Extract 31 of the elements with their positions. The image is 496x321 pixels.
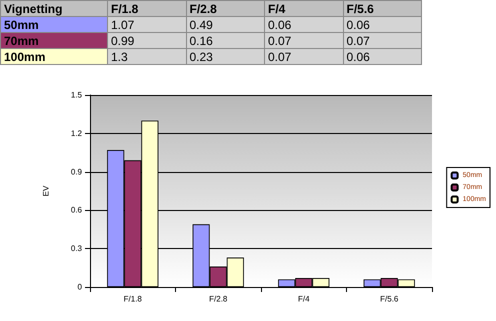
x-tick-label: F/2.8 bbox=[209, 294, 228, 304]
category-label: F/2.8 bbox=[190, 2, 217, 16]
y-tick-label: 0.3 bbox=[70, 244, 83, 254]
chart-title: Vignetting bbox=[0, 0, 108, 16]
y-tick-label: 1.5 bbox=[70, 90, 83, 100]
text: 70mm bbox=[4, 34, 39, 48]
data-label: 0.06 bbox=[343, 48, 422, 64]
y-tick-label: 0 bbox=[78, 282, 83, 292]
category-label: F/1.8 bbox=[111, 2, 138, 16]
y-axis-title: EV bbox=[42, 185, 50, 196]
x-tick-label: F/4 bbox=[298, 294, 310, 304]
y-tick-label: 0.6 bbox=[70, 206, 83, 215]
data-label: 0.49 bbox=[186, 16, 264, 32]
data-label: 0.06 bbox=[264, 16, 343, 32]
text: 50mm bbox=[4, 18, 39, 32]
data-label: 1.3 bbox=[108, 48, 186, 64]
data-label: 0.06 bbox=[343, 16, 422, 32]
y-tick-label: 1.2 bbox=[70, 128, 83, 138]
text: 100mm bbox=[4, 50, 46, 64]
data-label: 0.16 bbox=[186, 32, 264, 48]
data-label: 0.07 bbox=[264, 32, 343, 48]
category-label: F/4 bbox=[268, 2, 286, 16]
data-label: 0.99 bbox=[108, 32, 186, 48]
data-label: 0.07 bbox=[343, 32, 422, 48]
category-label: F/5.6 bbox=[346, 2, 374, 16]
y-tick-label: 0.9 bbox=[70, 167, 83, 176]
data-label: 0.07 bbox=[264, 48, 343, 64]
x-tick-label: F/1.8 bbox=[124, 294, 142, 304]
x-tick-label: F/5.6 bbox=[380, 294, 399, 304]
data-label: 1.07 bbox=[108, 16, 186, 32]
data-label: 0.23 bbox=[186, 48, 264, 64]
